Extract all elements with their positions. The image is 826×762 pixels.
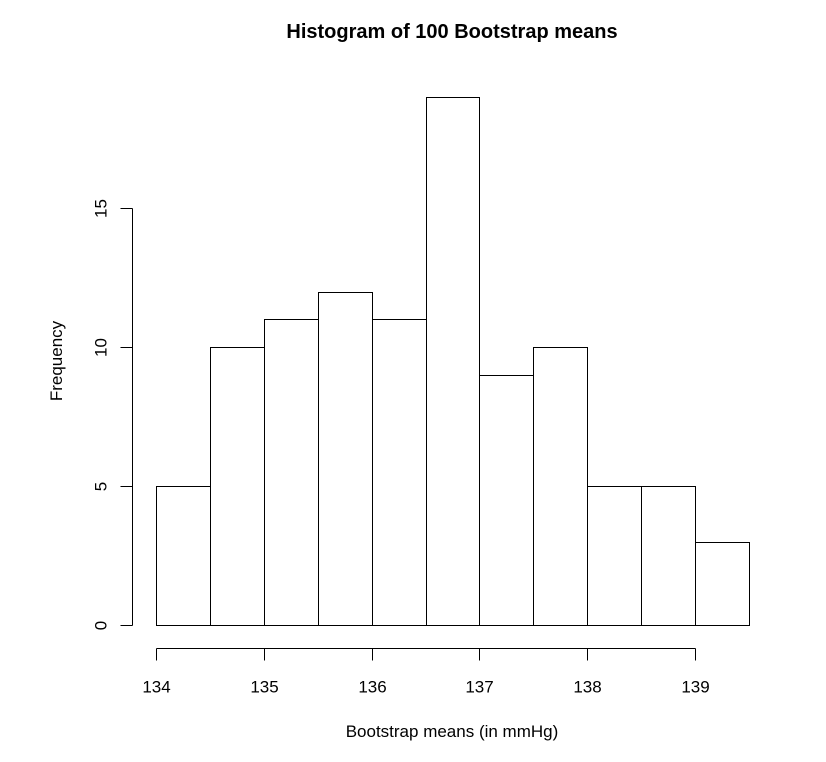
- histogram-bar: [587, 486, 642, 626]
- histogram-bar: [641, 486, 696, 626]
- y-axis-label: Frequency: [47, 320, 66, 401]
- x-axis-label: Bootstrap means (in mmHg): [346, 722, 559, 741]
- x-tick-label: 135: [250, 678, 278, 697]
- x-tick-label: 134: [142, 678, 170, 697]
- y-tick-label: 10: [92, 338, 111, 357]
- x-tick-label: 139: [681, 678, 709, 697]
- histogram-bar: [533, 347, 588, 626]
- y-tick-label: 0: [92, 621, 111, 630]
- histogram-bar: [210, 347, 265, 626]
- x-tick-label: 136: [358, 678, 386, 697]
- y-tick-label: 5: [92, 482, 111, 491]
- histogram-bar: [156, 486, 211, 626]
- histogram-bar: [372, 319, 427, 626]
- histogram-bar: [318, 292, 373, 626]
- chart-title: Histogram of 100 Bootstrap means: [286, 21, 617, 43]
- bars-group: [156, 97, 750, 626]
- x-tick-label: 138: [573, 678, 601, 697]
- histogram-bar: [426, 97, 480, 626]
- histogram-bar: [264, 319, 319, 626]
- x-tick-label: 137: [465, 678, 493, 697]
- histogram-bar: [479, 375, 534, 626]
- y-axis: 0 5 10 15: [92, 199, 133, 630]
- histogram-bar: [695, 542, 750, 626]
- y-tick-label: 15: [92, 199, 111, 218]
- x-axis: 134 135 136 137 138 139: [142, 648, 710, 697]
